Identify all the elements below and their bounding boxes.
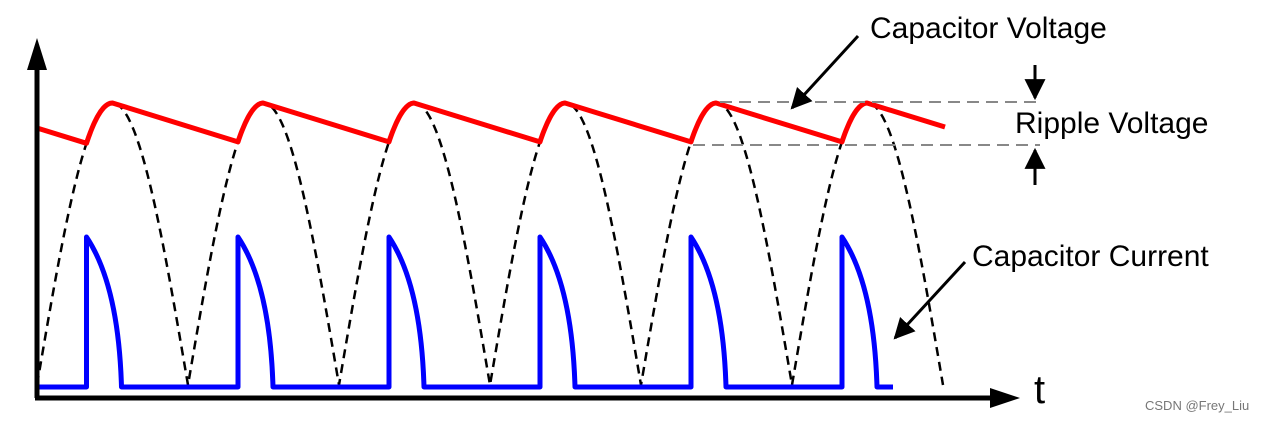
y-axis-arrow <box>27 38 47 70</box>
capacitor-voltage-label: Capacitor Voltage <box>870 12 1107 45</box>
voltage-leader <box>790 34 860 110</box>
capacitor-current-label: Capacitor Current <box>972 240 1209 273</box>
x-axis-arrow <box>990 388 1020 408</box>
watermark: CSDN @Frey_Liu <box>1145 398 1249 413</box>
capacitor-current-curve <box>37 234 893 390</box>
capacitor-voltage-curve <box>36 100 946 146</box>
ripple-voltage-label: Ripple Voltage <box>1015 107 1208 140</box>
time-axis-label: t <box>1034 368 1045 412</box>
current-leader <box>893 260 967 340</box>
waveforms <box>35 100 946 390</box>
